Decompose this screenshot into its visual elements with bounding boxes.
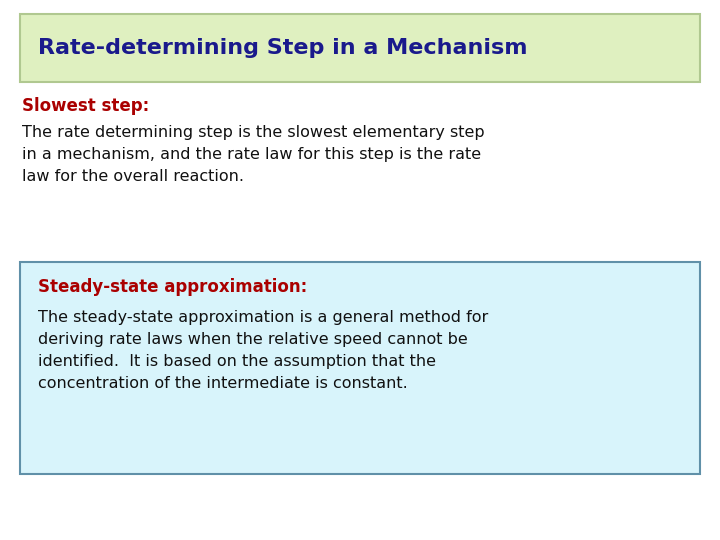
Text: deriving rate laws when the relative speed cannot be: deriving rate laws when the relative spe… [38, 332, 468, 347]
Text: Rate-determining Step in a Mechanism: Rate-determining Step in a Mechanism [38, 38, 528, 58]
FancyBboxPatch shape [20, 14, 700, 82]
Text: Steady-state approximation:: Steady-state approximation: [38, 278, 307, 296]
Text: law for the overall reaction.: law for the overall reaction. [22, 169, 244, 184]
Text: concentration of the intermediate is constant.: concentration of the intermediate is con… [38, 376, 408, 391]
Text: The rate determining step is the slowest elementary step: The rate determining step is the slowest… [22, 125, 485, 140]
Text: identified.  It is based on the assumption that the: identified. It is based on the assumptio… [38, 354, 436, 369]
FancyBboxPatch shape [20, 262, 700, 474]
Text: The steady-state approximation is a general method for: The steady-state approximation is a gene… [38, 310, 488, 325]
Text: Slowest step:: Slowest step: [22, 97, 149, 115]
Text: in a mechanism, and the rate law for this step is the rate: in a mechanism, and the rate law for thi… [22, 147, 481, 162]
